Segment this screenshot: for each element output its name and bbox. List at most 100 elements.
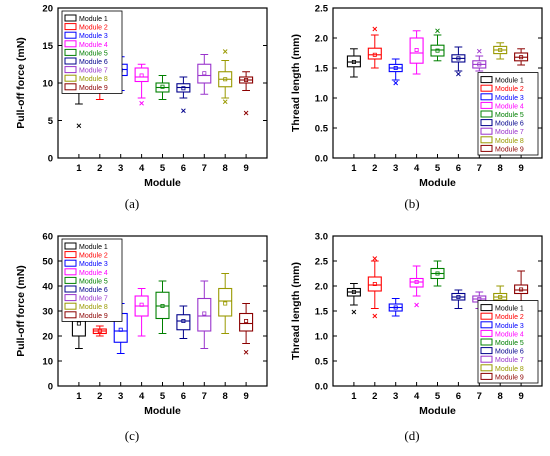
x-tick-label-d-5: 6 [456,391,461,402]
legend-label-b-8: Module 8 [495,138,524,145]
legend-swatch-a-2 [64,23,77,31]
box-body-a-7 [197,63,212,84]
x-tick-label-b-0: 1 [351,163,357,174]
box-body-b-1 [346,55,361,68]
outlier-a-6-0 [181,108,186,114]
y-tick-label-c-4: 40 [42,282,53,293]
legend-label-a-3: Module 3 [79,33,108,40]
x-tick-label-a-5: 6 [181,163,186,174]
mean-marker-b-5 [435,48,440,53]
legend-swatch-c-3 [64,259,77,267]
mean-marker-d-4 [414,280,419,285]
box-b-module-3 [388,58,403,86]
outlier-b-5-0 [435,28,440,34]
x-tick-label-c-4: 5 [160,391,166,402]
box-body-b-4 [409,37,424,64]
legend-label-c-9: Module 9 [79,313,108,320]
mean-marker-d-9 [519,287,524,292]
y-axis-title-d: Thread length (mm) [290,262,302,360]
x-axis-title-b: Module [419,177,456,189]
y-tick-label-c-0: 0 [48,382,53,393]
mean-marker-b-4 [414,48,419,53]
outlier-stroke-b [222,99,228,105]
outlier-stroke-b [243,349,249,355]
y-tick-label-c-1: 10 [42,357,53,368]
y-axis-title-a: Pull-off force (mN) [15,37,27,129]
legend-label-d-1: Module 1 [495,306,524,313]
legend-label-a-5: Module 5 [79,50,108,57]
legend-frame-a [61,10,123,94]
legend-label-d-7: Module 7 [495,357,524,364]
mean-marker-d-5 [435,271,440,276]
box-body-d-9 [514,284,529,295]
x-tick-label-a-3: 4 [139,163,145,174]
box-d-module-3 [388,298,403,317]
box-body-c-8 [218,287,233,317]
box-b-module-1 [346,48,361,78]
x-tick-label-d-3: 4 [414,391,420,402]
y-tick-label-c-6: 60 [42,232,53,243]
legend-swatch-c-1 [64,242,77,250]
x-axis-title-c: Module [144,405,181,417]
y-tick-label-d-1: 0.5 [315,357,329,368]
box-body-d-4 [409,277,424,288]
legend-swatch-c-5 [64,276,77,284]
box-a-module-8 [218,49,233,105]
y-tick-label-a-4: 20 [42,4,53,15]
outlier-stroke-b [414,302,419,308]
box-c-module-4 [134,288,149,337]
mean-marker-c-3 [118,327,123,332]
outlier-a-1-0 [76,123,82,129]
mean-marker-a-8 [223,77,228,82]
legend-frame-c [61,238,123,322]
legend-label-c-4: Module 4 [79,270,108,277]
y-tick-label-b-4: 2.0 [315,34,328,45]
legend-swatch-a-8 [64,74,77,82]
x-tick-label-d-4: 5 [435,391,441,402]
box-c-module-8 [218,273,233,334]
x-tick-label-c-8: 9 [243,391,248,402]
panel-label-a: (a) [124,196,140,211]
box-d-module-4 [409,265,424,308]
mean-marker-a-7 [202,71,207,76]
legend-label-a-2: Module 2 [79,25,108,32]
x-tick-label-c-7: 8 [223,391,228,402]
box-body-d-2 [367,276,382,292]
box-body-a-4 [134,67,149,83]
mean-marker-d-8 [498,295,503,300]
legend-swatch-b-8 [480,136,493,144]
box-c-module-6 [176,305,191,339]
x-tick-label-b-5: 6 [456,163,461,174]
legend-swatch-d-8 [480,364,493,372]
legend-swatch-a-6 [64,57,77,65]
legend-label-d-3: Module 3 [495,323,524,330]
box-body-c-6 [176,314,191,331]
mean-marker-b-3 [393,66,398,71]
box-c-module-5 [155,280,170,334]
outlier-stroke-b [243,110,249,116]
y-tick-label-c-3: 30 [42,307,53,318]
x-tick-label-d-1: 2 [372,391,377,402]
box-c-module-2 [92,325,107,337]
legend-swatch-d-5 [480,338,493,346]
x-tick-label-b-3: 4 [414,163,420,174]
legend-swatch-d-6 [480,347,493,355]
x-tick-label-a-8: 9 [243,163,248,174]
y-tick-label-d-6: 3.0 [315,232,328,243]
x-tick-label-c-1: 2 [97,391,102,402]
legend-swatch-d-1 [480,304,493,312]
chart-panel-d: 0.0 0.5 1.0 1.5 2.0 2.5 3.0 1 2 3 4 5 6 7 8 9 Module Thre… [290,232,543,417]
panel-label-b: (b) [404,196,420,211]
legend-label-b-3: Module 3 [495,95,524,102]
outlier-stroke-b [476,48,482,54]
x-tick-label-b-6: 7 [477,163,482,174]
legend-swatch-c-2 [64,251,77,259]
outlier-b-6-0 [456,71,461,77]
legend-label-c-2: Module 2 [79,253,108,260]
box-b-module-9 [514,48,529,66]
mean-marker-a-5 [160,84,165,89]
outlier-a-9-0 [243,110,249,116]
mean-marker-b-2 [372,52,377,57]
